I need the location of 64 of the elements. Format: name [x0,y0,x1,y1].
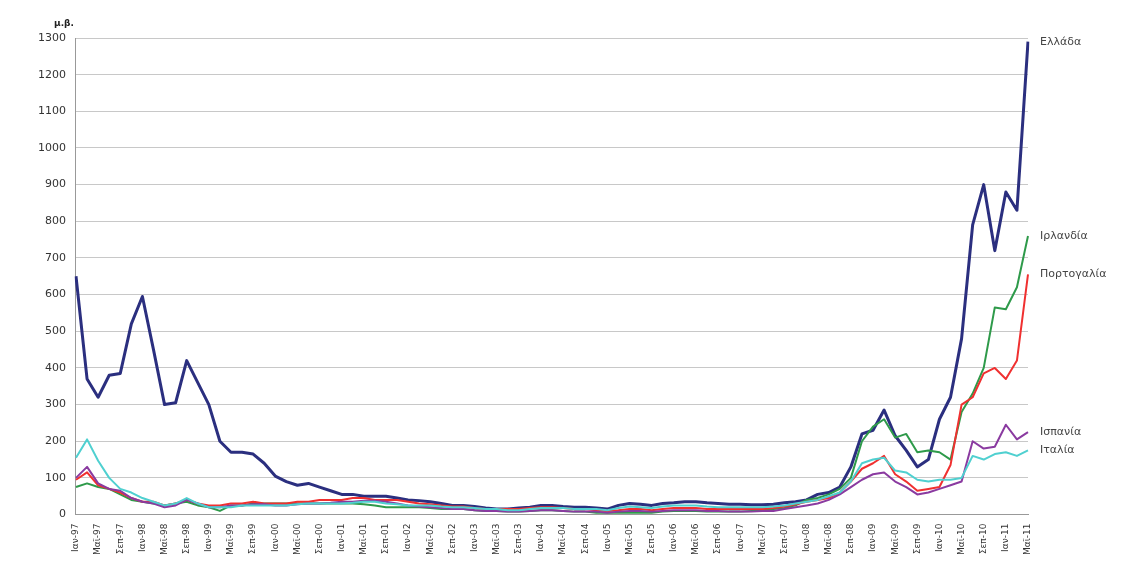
y-tick-label: 0 [58,507,66,521]
x-tick-label: Μαϊ-04 [557,523,568,556]
x-tick-label: Μαϊ-97 [92,523,103,556]
x-tick-label: Ιαν-98 [136,523,147,552]
x-tick-label: Ιαν-10 [933,523,944,552]
x-tick-label: Σεπ-02 [446,523,457,555]
y-tick-label: 400 [44,360,66,374]
x-tick-label: Σεπ-00 [313,523,324,555]
y-tick-label: 600 [44,287,66,301]
x-tick-label: Μαϊ-03 [490,523,501,556]
y-tick-label: 700 [44,250,66,264]
x-tick-label: Μαϊ-05 [623,523,634,556]
x-tick-label: Σεπ-01 [380,523,391,555]
y-axis-title: μ.β. [54,17,74,28]
x-tick-label: Ιαν-00 [269,523,280,552]
y-tick-label: 1300 [37,30,66,44]
y-tick-label: 1100 [37,104,66,118]
x-tick-label: Ιαν-97 [70,523,81,552]
series-label: Ελλάδα [1040,34,1082,48]
y-tick-label: 1000 [37,140,66,154]
x-tick-label: Σεπ-97 [114,523,125,555]
x-tick-label: Σεπ-05 [645,523,656,555]
x-tick-label: Ιαν-01 [336,523,347,552]
series-label: Πορτογαλία [1040,267,1107,281]
x-tick-label: Σεπ-98 [181,523,192,555]
x-tick-label: Σεπ-04 [579,523,590,555]
x-tick-label: Ιαν-06 [668,523,679,552]
x-tick-label: Σεπ-08 [845,523,856,555]
x-tick-label: Μαϊ-10 [955,523,966,556]
x-tick-label: Μαϊ-99 [225,523,236,556]
x-tick-label: Ιαν-04 [535,523,546,552]
x-tick-label: Μαϊ-98 [158,523,169,556]
x-tick-label: Μαϊ-11 [1022,523,1033,556]
x-tick-label: Μαϊ-09 [889,523,900,556]
x-tick-label: Μαϊ-08 [823,523,834,556]
y-tick-label: 800 [44,214,66,228]
series-label: Ισπανία [1040,424,1082,438]
x-tick-label: Ιαν-07 [734,523,745,552]
y-tick-label: 500 [44,324,66,338]
y-tick-label: 300 [44,397,66,411]
x-tick-label: Σεπ-99 [247,523,258,555]
y-tick-label: 900 [44,177,66,191]
x-tick-label: Ιαν-08 [800,523,811,552]
x-tick-label: Μαϊ-00 [291,523,302,556]
y-tick-label: 100 [44,470,66,484]
x-tick-label: Σεπ-03 [513,523,524,555]
x-tick-label: Μαϊ-06 [690,523,701,556]
x-tick-label: Σεπ-06 [712,523,723,555]
series-label: Ιταλία [1040,443,1075,457]
x-tick-label: Σεπ-10 [978,523,989,555]
x-tick-label: Μαϊ-02 [424,523,435,556]
x-tick-label: Ιαν-09 [867,523,878,552]
x-tick-label: Μαϊ-01 [358,523,369,556]
x-tick-label: Ιαν-03 [468,523,479,552]
x-tick-label: Ιαν-02 [402,523,413,552]
series-label: Ιρλανδία [1040,228,1088,242]
x-tick-label: Σεπ-09 [911,523,922,555]
x-tick-label: Ιαν-05 [601,523,612,552]
x-tick-label: Ιαν-99 [203,523,214,552]
x-tick-label: Μαϊ-07 [756,523,767,556]
y-tick-label: 200 [44,434,66,448]
y-tick-label: 1200 [37,67,66,81]
x-tick-label: Σεπ-07 [778,523,789,555]
x-tick-label: Ιαν-11 [1000,523,1011,552]
